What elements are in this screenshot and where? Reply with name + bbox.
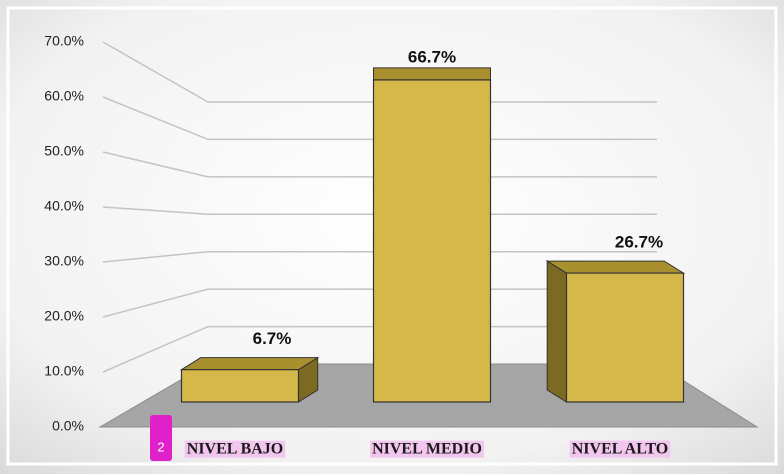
x-tick-label: NIVEL MEDIO <box>372 441 482 458</box>
bar <box>179 356 320 403</box>
y-tick-label: 20.0% <box>44 308 84 324</box>
y-tick-label: 60.0% <box>44 88 84 104</box>
bar-front <box>180 369 300 403</box>
value-label: 6.7% <box>253 329 292 348</box>
y-tick-label: 10.0% <box>44 363 84 379</box>
y-tick-label: 40.0% <box>44 198 84 214</box>
value-label: 26.7% <box>615 233 663 252</box>
label-highlight <box>184 440 286 458</box>
grid-line <box>102 288 657 318</box>
bar-top <box>373 67 491 81</box>
x-tick-label: NIVEL ALTO <box>572 441 669 458</box>
grid-line <box>102 206 657 216</box>
grid-line <box>102 250 657 263</box>
bar <box>372 67 492 403</box>
bar <box>545 260 686 403</box>
value-label: 66.7% <box>408 47 456 66</box>
grid-line <box>102 325 657 373</box>
label-highlight <box>569 440 671 458</box>
bar-front <box>372 79 492 403</box>
y-tick-label: 70.0% <box>44 33 84 49</box>
label-highlight <box>370 440 484 458</box>
badge <box>150 415 172 461</box>
bar-top <box>545 260 686 274</box>
bar-top <box>179 357 320 371</box>
y-tick-label: 0.0% <box>52 418 84 434</box>
bar-front <box>565 272 685 403</box>
bar-side <box>546 260 567 403</box>
y-tick-label: 30.0% <box>44 253 84 269</box>
panel-border <box>6 6 778 466</box>
badge-label: 2 <box>157 439 164 454</box>
grid-line <box>102 151 657 178</box>
grid-line <box>102 41 657 103</box>
grid-line <box>102 96 657 141</box>
y-tick-label: 50.0% <box>44 143 84 159</box>
x-tick-label: NIVEL BAJO <box>187 441 283 458</box>
